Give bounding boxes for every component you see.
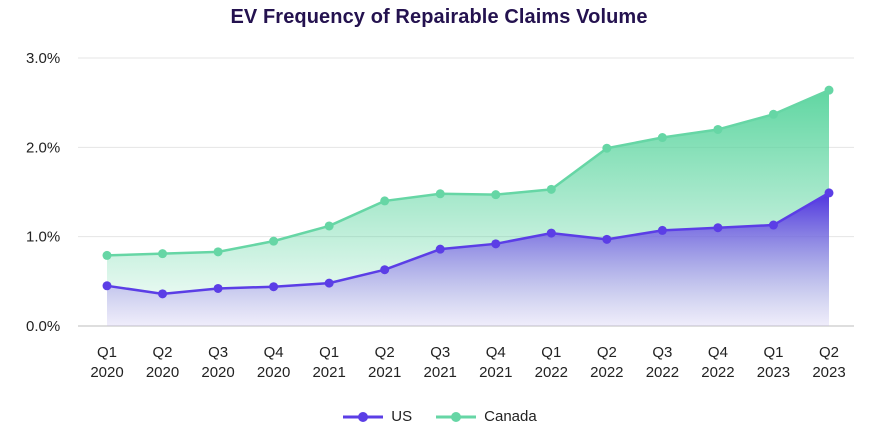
x-tick-label-year: 2022 xyxy=(535,364,568,381)
line-canada xyxy=(106,89,830,257)
point-canada xyxy=(269,236,279,246)
x-tick-label-quarter: Q4 xyxy=(708,344,728,361)
x-tick-label-quarter: Q3 xyxy=(208,344,228,361)
x-tick-label-quarter: Q3 xyxy=(652,344,672,361)
point-us xyxy=(380,265,390,275)
legend-label-canada: Canada xyxy=(484,408,537,425)
area-us xyxy=(107,192,829,326)
series-lines xyxy=(106,89,830,296)
x-tick-label-year: 2020 xyxy=(257,364,290,381)
x-tick-label-year: 2022 xyxy=(590,364,623,381)
x-tick-label-quarter: Q3 xyxy=(430,344,450,361)
x-tick-label-year: 2021 xyxy=(479,364,512,381)
legend-swatch-canada xyxy=(436,411,477,422)
point-us xyxy=(491,239,501,249)
series-points xyxy=(102,85,834,299)
x-tick-label-quarter: Q1 xyxy=(97,344,117,361)
x-tick-label-year: 2023 xyxy=(757,364,790,381)
point-us xyxy=(768,220,778,230)
point-canada xyxy=(102,250,112,260)
point-us xyxy=(713,223,723,233)
series-areas xyxy=(107,90,829,326)
point-canada xyxy=(768,109,778,119)
x-axis-ticks: Q1 2020 Q2 2020 Q3 2020 Q4 2020 Q1 2021 Q2 2021 Q3 20… xyxy=(90,344,845,381)
point-us xyxy=(158,289,168,299)
point-us xyxy=(546,228,556,238)
point-canada xyxy=(324,221,334,231)
x-tick-label-year: 2022 xyxy=(646,364,679,381)
y-tick-label: 0.0% xyxy=(26,318,60,335)
x-tick-label-year: 2020 xyxy=(201,364,234,381)
y-axis-ticks: 0.0% 1.0% 2.0% 3.0% xyxy=(26,50,60,335)
x-tick-label-year: 2021 xyxy=(368,364,401,381)
x-tick-label-quarter: Q1 xyxy=(319,344,339,361)
x-tick-label-year: 2020 xyxy=(90,364,123,381)
point-canada xyxy=(657,133,667,143)
x-tick-label-quarter: Q2 xyxy=(153,344,173,361)
x-tick-label-quarter: Q1 xyxy=(763,344,783,361)
legend-item-us: US xyxy=(341,408,412,425)
line-us xyxy=(106,191,830,296)
point-canada xyxy=(380,196,390,206)
point-us xyxy=(435,244,445,254)
point-us xyxy=(324,278,334,288)
point-us xyxy=(102,281,112,291)
x-tick-label-year: 2021 xyxy=(312,364,345,381)
x-tick-label-year: 2023 xyxy=(812,364,845,381)
point-us xyxy=(602,234,612,244)
x-tick-label-quarter: Q2 xyxy=(375,344,395,361)
point-canada xyxy=(435,189,445,199)
legend-label-us: US xyxy=(391,408,413,425)
x-tick-label-quarter: Q4 xyxy=(486,344,506,361)
x-tick-label-year: 2020 xyxy=(146,364,179,381)
legend: US Canada xyxy=(0,408,878,425)
point-us xyxy=(269,282,279,292)
point-us xyxy=(824,188,834,198)
legend-item-canada: Canada xyxy=(434,408,537,425)
point-canada xyxy=(713,124,723,134)
point-canada xyxy=(213,247,223,257)
x-tick-label-year: 2021 xyxy=(424,364,457,381)
point-canada xyxy=(824,85,834,95)
point-canada xyxy=(602,143,612,153)
x-tick-label-quarter: Q2 xyxy=(819,344,839,361)
chart-plot: 0.0% 1.0% 2.0% 3.0% Q1 2020 Q2 2020 Q3 2020 Q4 202… xyxy=(26,50,854,381)
point-canada xyxy=(491,190,501,200)
x-tick-label-quarter: Q1 xyxy=(541,344,561,361)
legend-swatch-us xyxy=(343,411,384,422)
chart-title: EV Frequency of Repairable Claims Volume xyxy=(230,6,648,28)
point-us xyxy=(213,283,223,293)
y-tick-label: 2.0% xyxy=(26,139,60,156)
point-us xyxy=(657,225,667,235)
y-tick-label: 3.0% xyxy=(26,50,60,67)
point-canada xyxy=(546,184,556,194)
x-tick-label-quarter: Q4 xyxy=(264,344,284,361)
point-canada xyxy=(158,249,168,259)
x-tick-label-year: 2022 xyxy=(701,364,734,381)
x-tick-label-quarter: Q2 xyxy=(597,344,617,361)
y-tick-label: 1.0% xyxy=(26,229,60,246)
